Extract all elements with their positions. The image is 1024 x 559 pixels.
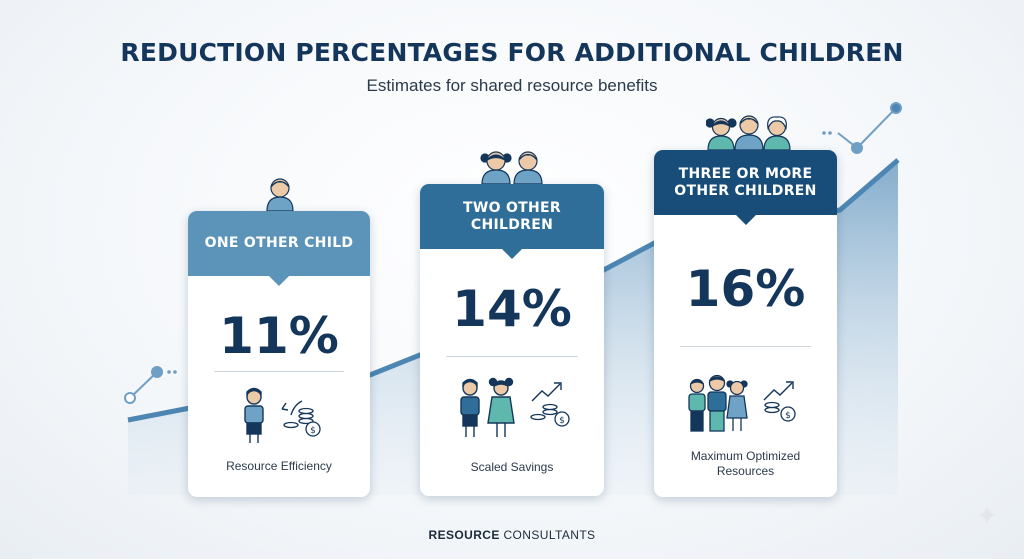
footer-brand-bold: RESOURCE xyxy=(428,528,500,542)
svg-text:$: $ xyxy=(785,411,791,421)
bar-card-one-other-child: ONE OTHER CHILD 11% $ Resource Efficienc… xyxy=(188,178,370,497)
svg-text:$: $ xyxy=(559,416,565,426)
card-divider xyxy=(214,371,344,372)
two-children-heads-icon xyxy=(480,151,543,184)
footer-brand: RESOURCE CONSULTANTS xyxy=(0,528,1024,542)
card-header: THREE OR MORE OTHER CHILDREN xyxy=(654,150,837,215)
chart-title: REDUCTION PERCENTAGES FOR ADDITIONAL CHI… xyxy=(120,38,904,67)
svg-text:$: $ xyxy=(310,426,316,436)
data-label-value: 16% xyxy=(685,260,806,318)
caption: Resource Efficiency xyxy=(226,459,332,473)
card-header: ONE OTHER CHILD xyxy=(188,211,370,276)
one-child-icon: $ xyxy=(244,387,321,443)
left-node-graphic xyxy=(124,366,177,404)
three-children-heads-icon xyxy=(706,115,791,150)
header-pointer xyxy=(269,276,289,286)
data-label-value: 14% xyxy=(452,280,572,338)
card-header: TWO OTHER CHILDREN xyxy=(420,184,604,249)
child-head-icon xyxy=(266,178,294,211)
caption: Maximum Optimized Resources xyxy=(690,449,801,478)
right-node-graphic xyxy=(822,102,902,154)
bar-card-two-other-children: TWO OTHER CHILDREN 14% xyxy=(420,151,604,496)
card-divider xyxy=(446,356,578,357)
bar-card-three-or-more-other-children: THREE OR MORE OTHER CHILDREN 16% xyxy=(654,115,837,497)
sparkle-icon xyxy=(977,505,997,525)
category-label: THREE OR MORE OTHER CHILDREN xyxy=(674,165,817,199)
header-pointer xyxy=(735,215,756,225)
category-label: ONE OTHER CHILD xyxy=(204,235,354,251)
header-pointer xyxy=(502,249,522,259)
three-children-icon: $ xyxy=(688,374,796,432)
chart-subtitle: Estimates for shared resource benefits xyxy=(366,76,658,95)
data-label-value: 11% xyxy=(219,307,339,365)
category-label: TWO OTHER CHILDREN xyxy=(463,199,561,233)
footer-brand-rest: CONSULTANTS xyxy=(503,528,596,542)
two-children-icon: $ xyxy=(460,377,570,437)
caption: Scaled Savings xyxy=(470,460,554,474)
card-divider xyxy=(680,346,811,347)
